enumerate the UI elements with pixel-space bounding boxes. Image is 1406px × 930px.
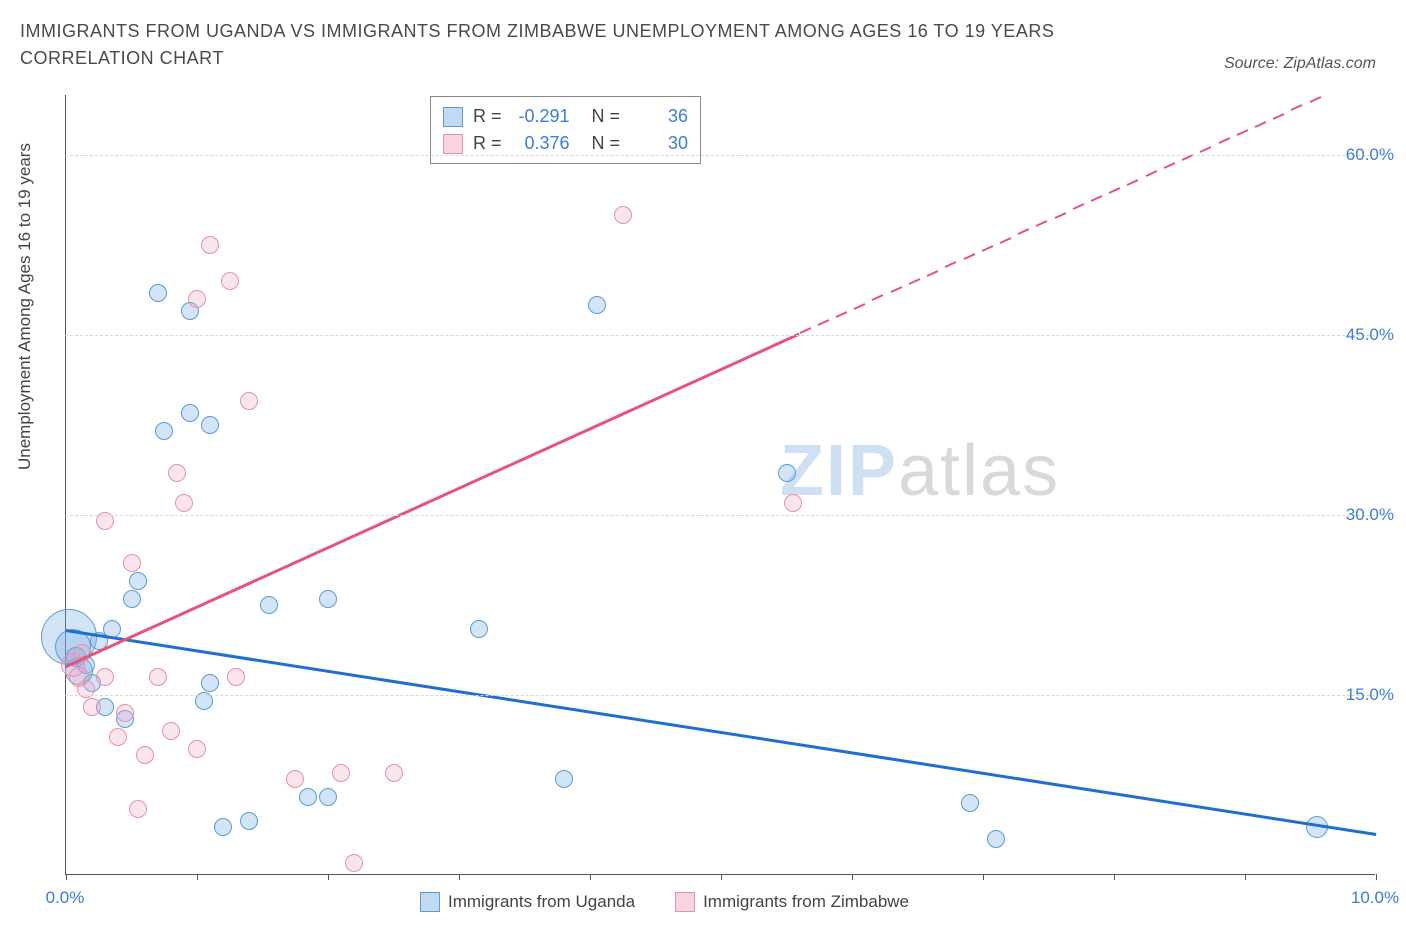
point-uganda	[240, 812, 258, 830]
point-uganda	[201, 674, 219, 692]
point-zimbabwe	[188, 740, 206, 758]
legend-swatch-uganda	[420, 892, 440, 912]
point-zimbabwe	[784, 494, 802, 512]
y-tick-label: 60.0%	[1346, 145, 1394, 165]
point-zimbabwe	[332, 764, 350, 782]
y-tick-label: 15.0%	[1346, 685, 1394, 705]
point-uganda	[778, 464, 796, 482]
point-uganda	[987, 830, 1005, 848]
point-zimbabwe	[240, 392, 258, 410]
legend-label-uganda: Immigrants from Uganda	[448, 892, 635, 912]
point-uganda	[260, 596, 278, 614]
point-zimbabwe	[286, 770, 304, 788]
y-tick-label: 45.0%	[1346, 325, 1394, 345]
point-zimbabwe	[175, 494, 193, 512]
point-zimbabwe	[385, 764, 403, 782]
point-zimbabwe	[227, 668, 245, 686]
point-uganda	[181, 404, 199, 422]
trend-line	[66, 629, 1376, 835]
point-zimbabwe	[201, 236, 219, 254]
point-uganda	[299, 788, 317, 806]
y-axis-label: Unemployment Among Ages 16 to 19 years	[15, 143, 35, 470]
point-uganda	[155, 422, 173, 440]
point-zimbabwe	[109, 728, 127, 746]
point-zimbabwe	[614, 206, 632, 224]
chart-title: IMMIGRANTS FROM UGANDA VS IMMIGRANTS FRO…	[20, 18, 1140, 72]
point-zimbabwe	[168, 464, 186, 482]
x-tick-label: 0.0%	[46, 888, 85, 908]
point-uganda	[129, 572, 147, 590]
point-zimbabwe	[188, 290, 206, 308]
point-zimbabwe	[116, 704, 134, 722]
point-uganda	[214, 818, 232, 836]
point-uganda	[149, 284, 167, 302]
plot-area	[65, 95, 1375, 875]
point-zimbabwe	[129, 800, 147, 818]
legend-label-zimbabwe: Immigrants from Zimbabwe	[703, 892, 909, 912]
point-uganda	[961, 794, 979, 812]
point-zimbabwe	[123, 554, 141, 572]
point-zimbabwe	[221, 272, 239, 290]
point-uganda	[319, 788, 337, 806]
x-tick-label: 10.0%	[1351, 888, 1399, 908]
point-zimbabwe	[149, 668, 167, 686]
point-zimbabwe	[136, 746, 154, 764]
point-zimbabwe	[96, 668, 114, 686]
point-uganda	[201, 416, 219, 434]
point-zimbabwe	[345, 854, 363, 872]
bottom-legend: Immigrants from Uganda Immigrants from Z…	[420, 892, 909, 912]
point-uganda	[555, 770, 573, 788]
y-tick-label: 30.0%	[1346, 505, 1394, 525]
point-zimbabwe	[162, 722, 180, 740]
point-uganda	[588, 296, 606, 314]
source-attribution: Source: ZipAtlas.com	[1224, 55, 1376, 73]
legend-swatch-zimbabwe	[675, 892, 695, 912]
point-zimbabwe	[83, 698, 101, 716]
swatch-uganda	[443, 107, 463, 127]
point-uganda	[319, 590, 337, 608]
swatch-zimbabwe	[443, 134, 463, 154]
point-uganda	[123, 590, 141, 608]
correlation-stats-box: R =-0.291 N =36 R =0.376 N =30	[430, 96, 701, 164]
point-uganda	[470, 620, 488, 638]
